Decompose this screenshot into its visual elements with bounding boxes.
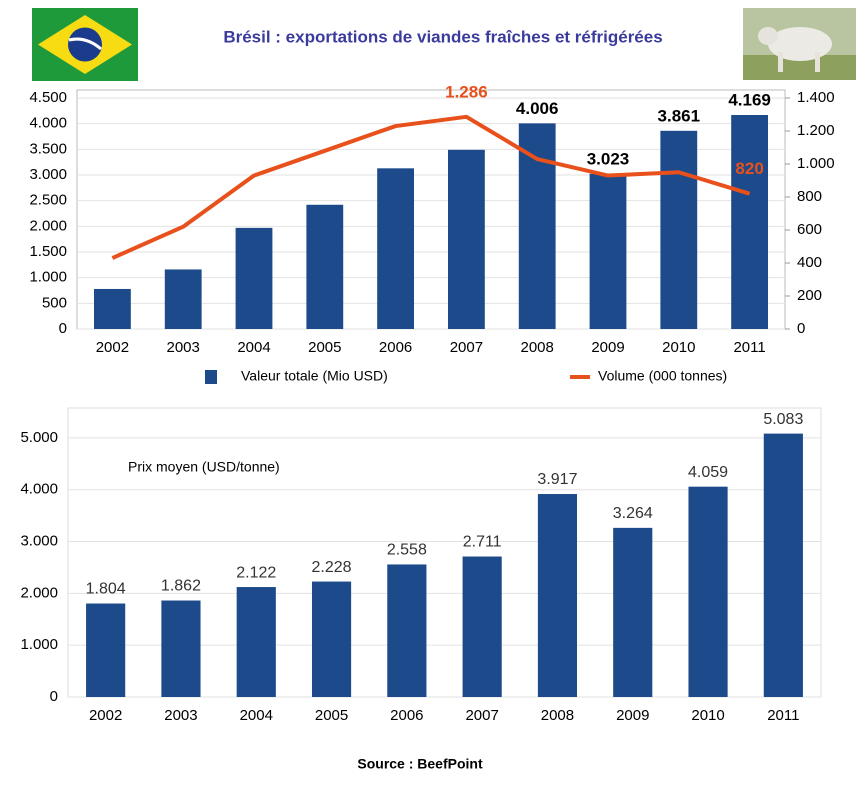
y2-tick-label: 800 <box>797 188 822 205</box>
y-tick-label: 0 <box>59 320 67 337</box>
bar <box>731 114 769 329</box>
bar <box>236 587 276 697</box>
x-tick-label: 2003 <box>167 339 200 356</box>
bar <box>161 600 201 697</box>
value-label: 2.558 <box>387 542 427 559</box>
x-tick-label: 2006 <box>379 339 412 356</box>
bar <box>387 564 427 697</box>
y-tick-label: 500 <box>42 294 67 311</box>
x-tick-label: 2009 <box>591 339 624 356</box>
bar <box>377 168 415 329</box>
value-label: 2.122 <box>236 564 276 581</box>
bar <box>164 269 202 329</box>
value-label: 1.286 <box>445 82 488 101</box>
x-tick-label: 2008 <box>521 339 554 356</box>
value-label: 3.264 <box>613 505 653 522</box>
y-tick-label: 3.000 <box>29 166 67 183</box>
cattle-photo <box>743 8 856 80</box>
x-tick-label: 2006 <box>390 707 423 724</box>
bar <box>235 227 273 329</box>
y2-tick-label: 0 <box>797 320 805 337</box>
value-label: 3.861 <box>658 106 701 125</box>
y-tick-label: 1.000 <box>20 636 58 653</box>
x-tick-label: 2008 <box>541 707 574 724</box>
bar <box>613 527 653 697</box>
y-tick-label: 2.500 <box>29 192 67 209</box>
bar <box>763 433 803 697</box>
bar <box>518 123 556 329</box>
x-tick-label: 2005 <box>308 339 341 356</box>
y-tick-label: 3.000 <box>20 533 58 550</box>
x-tick-label: 2011 <box>767 707 799 724</box>
y2-tick-label: 600 <box>797 221 822 238</box>
y-tick-label: 4.000 <box>20 481 58 498</box>
x-tick-label: 2005 <box>315 707 348 724</box>
source: Source : BeefPoint <box>357 756 483 772</box>
value-label: 1.862 <box>161 578 201 595</box>
y-tick-label: 0 <box>50 688 58 705</box>
value-label: 1.804 <box>86 581 126 598</box>
y2-tick-label: 1.200 <box>797 122 835 139</box>
y-tick-label: 4.500 <box>29 89 67 106</box>
chart-title: Brésil : exportations de viandes fraîche… <box>223 27 662 46</box>
legend-swatch <box>205 370 217 384</box>
value-label: 3.023 <box>587 149 630 168</box>
y2-tick-label: 1.000 <box>797 155 835 172</box>
x-tick-label: 2010 <box>691 707 724 724</box>
x-tick-label: 2004 <box>237 339 270 356</box>
bar <box>306 204 344 329</box>
value-label: 4.169 <box>728 90 771 109</box>
value-label: 2.711 <box>463 534 502 551</box>
legend-label: Valeur totale (Mio USD) <box>241 368 388 384</box>
x-tick-label: 2009 <box>616 707 649 724</box>
x-tick-label: 2003 <box>164 707 197 724</box>
brazil-flag <box>32 8 138 81</box>
x-tick-label: 2007 <box>465 707 498 724</box>
y-tick-label: 1.500 <box>29 243 67 260</box>
bar <box>311 581 352 697</box>
y-tick-label: 4.000 <box>29 115 67 132</box>
value-label: 2.228 <box>312 559 352 576</box>
bar <box>589 173 627 329</box>
x-tick-label: 2011 <box>733 339 765 356</box>
y2-tick-label: 400 <box>797 254 822 271</box>
x-tick-label: 2007 <box>450 339 483 356</box>
value-label: 4.006 <box>516 99 559 118</box>
annotation: Prix moyen (USD/tonne) <box>128 459 280 475</box>
x-tick-label: 2004 <box>240 707 273 724</box>
bar <box>86 603 126 697</box>
x-tick-label: 2002 <box>89 707 122 724</box>
line <box>111 114 751 260</box>
y2-tick-label: 1.400 <box>797 89 835 106</box>
y-tick-label: 2.000 <box>29 217 67 234</box>
x-tick-label: 2002 <box>96 339 129 356</box>
value-label: 4.059 <box>688 464 728 481</box>
value-label: 3.917 <box>537 471 577 488</box>
x-tick-label: 2010 <box>662 339 695 356</box>
y-tick-label: 3.500 <box>29 140 67 157</box>
value-label: 5.083 <box>763 411 803 428</box>
bar <box>447 149 485 329</box>
value-label: 820 <box>735 159 763 178</box>
bar <box>93 288 131 329</box>
bar <box>462 556 502 697</box>
bar <box>688 486 728 697</box>
y2-tick-label: 200 <box>797 287 822 304</box>
y-tick-label: 5.000 <box>20 429 58 446</box>
legend-label: Volume (000 tonnes) <box>598 368 727 384</box>
bar <box>537 494 578 697</box>
bar <box>660 130 698 329</box>
y-tick-label: 2.000 <box>20 584 58 601</box>
y-tick-label: 1.000 <box>29 269 67 286</box>
